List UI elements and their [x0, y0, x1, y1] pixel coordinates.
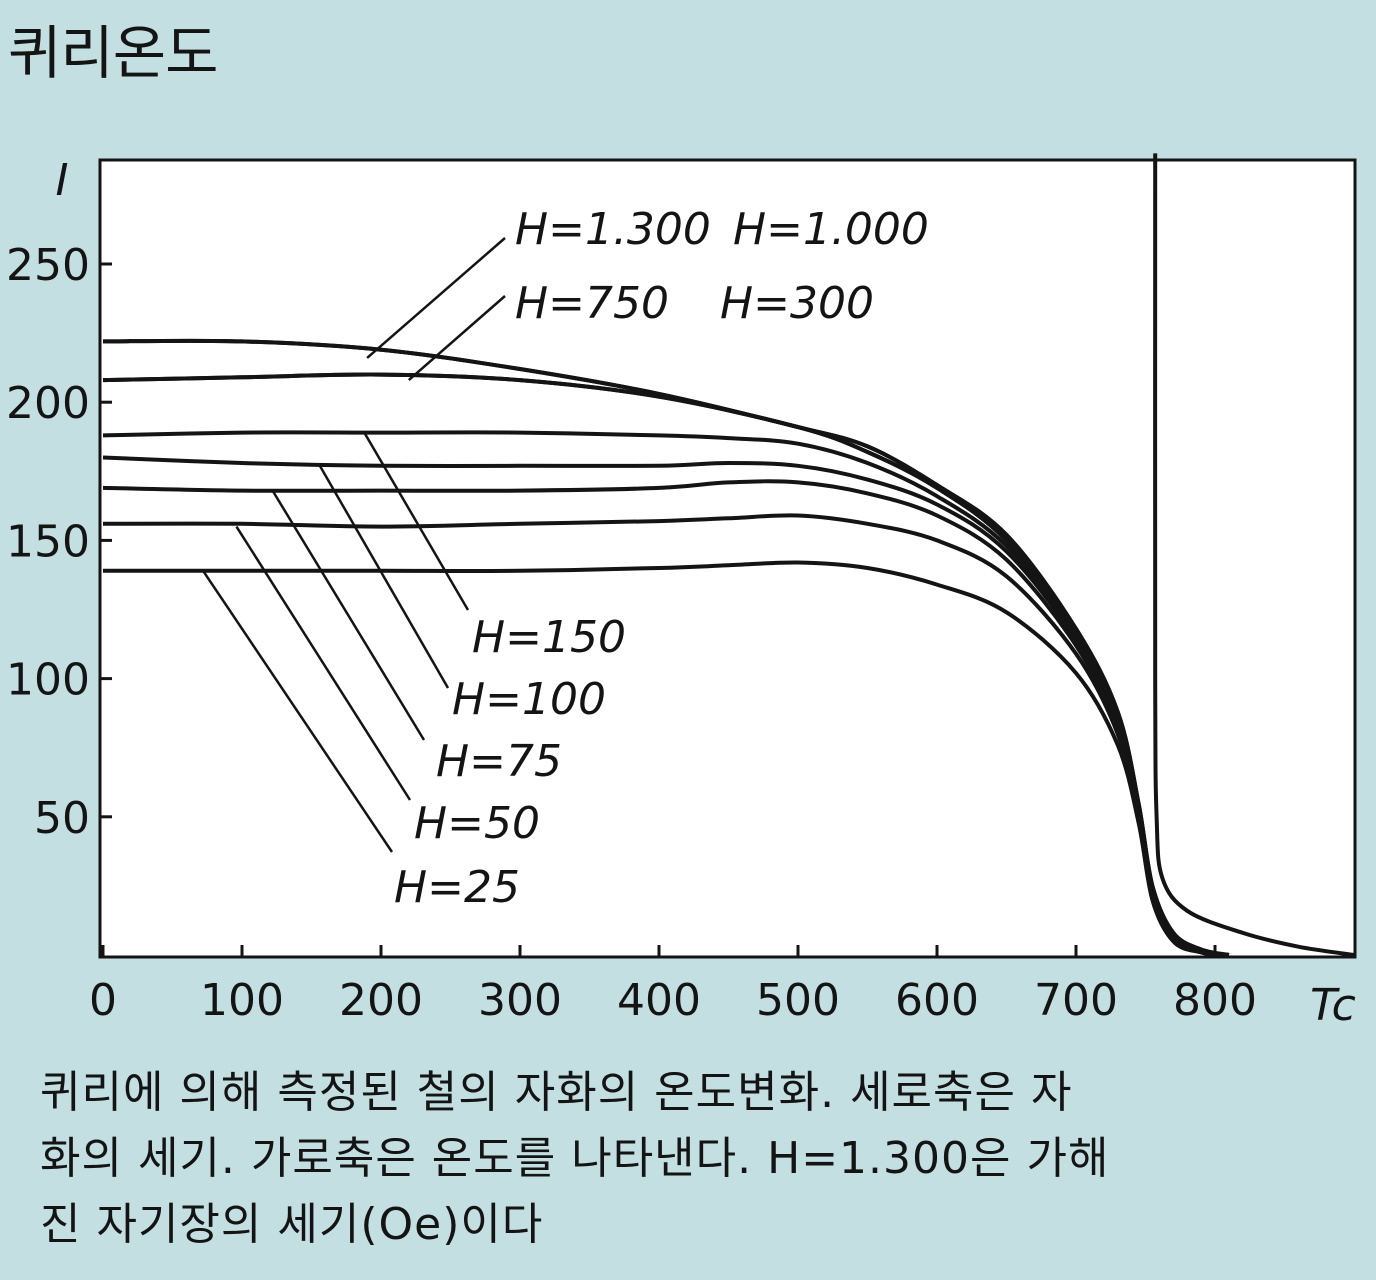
x-tick-label: 300	[478, 975, 562, 1026]
annotation-leader	[366, 237, 506, 359]
plot-area	[98, 158, 1357, 959]
annotation-label: H=50	[414, 798, 540, 849]
y-tick-label: 100	[6, 655, 90, 706]
x-tick-label: 100	[200, 975, 284, 1026]
x-tick-label: 700	[1034, 975, 1118, 1026]
x-tick-label: 800	[1173, 975, 1257, 1026]
chart-title: 퀴리온도	[8, 19, 218, 87]
annotation-leader	[363, 431, 470, 611]
annotation-leader	[271, 489, 426, 741]
series-line	[1153, 153, 1355, 957]
y-axis-label: I	[56, 155, 69, 206]
annotation-leader	[407, 295, 506, 382]
annotation-label: H=750	[515, 278, 669, 329]
annotation-label: H=75	[436, 736, 562, 787]
x-tick-label: 200	[339, 975, 423, 1026]
annotation-label: H=1.300	[515, 204, 711, 255]
annotation-label: H=1.000	[733, 204, 929, 255]
y-tick-label: 150	[6, 516, 90, 567]
annotation-leader	[235, 525, 412, 801]
annotation-label: H=100	[452, 674, 606, 725]
annotation-leader	[202, 570, 394, 853]
y-tick-label: 250	[6, 240, 90, 291]
caption-line: 진 자기장의 세기(Oe)이다	[40, 1199, 544, 1250]
x-tick-label: 400	[617, 975, 701, 1026]
annotation-label: H=25	[394, 862, 520, 913]
x-tick-label: 500	[756, 975, 840, 1026]
x-tick-label: 600	[895, 975, 979, 1026]
caption-line: 퀴리에 의해 측정된 철의 자화의 온도변화. 세로축은 자	[40, 1067, 1073, 1118]
caption-line: 화의 세기. 가로축은 온도를 나타낸다. H=1.300은 가해	[40, 1133, 1110, 1184]
x-tick-label: 0	[89, 975, 117, 1026]
annotation-leader	[318, 465, 450, 689]
series-line	[103, 560, 1230, 957]
annotation-label: H=300	[720, 278, 874, 329]
y-tick-label: 50	[34, 793, 90, 844]
annotation-label: H=150	[472, 612, 626, 663]
x-axis-label: Tc	[1310, 980, 1356, 1031]
y-tick-label: 200	[6, 378, 90, 429]
magnetization-chart: 0 100 200 300 400 500 600 700 800 Tc 50 100 150 200 25…	[6, 153, 1357, 1031]
figure-caption: 퀴리에 의해 측정된 철의 자화의 온도변화. 세로축은 자 화의 세기. 가로…	[40, 1060, 1340, 1258]
